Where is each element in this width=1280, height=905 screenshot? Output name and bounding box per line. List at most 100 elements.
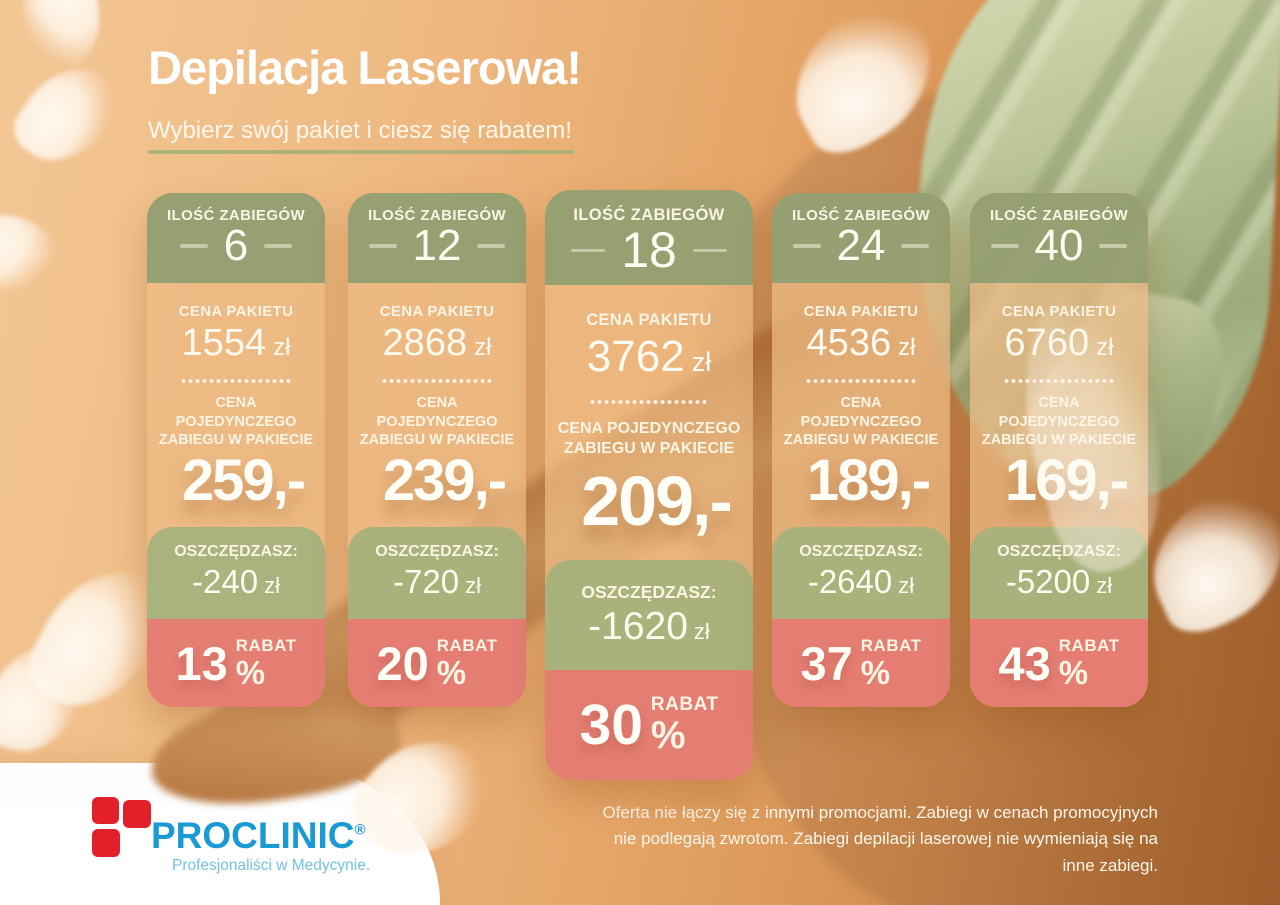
savings-label: OSZCZĘDZASZ: [375,543,499,560]
dash-decoration [1099,244,1128,248]
logo-red-square [123,800,151,828]
savings-section: OSZCZĘDZASZ: -240 zł [147,527,325,619]
discount-unit: RABAT % [651,695,719,755]
unit-price-number: 209 [581,462,694,541]
treatments-count-row: 18 [545,223,753,278]
dash-decoration [264,244,293,248]
dash-decoration [571,248,606,253]
poster-subtitle: Wybierz swój pakiet i ciesz się rabatem! [148,117,572,144]
savings-section: OSZCZĘDZASZ: -1620 zł [545,560,753,670]
percent-sign: % [1058,654,1089,691]
unit-price-suffix: ,- [473,448,507,514]
currency-label: zł [273,334,291,361]
treatments-count-label: ILOŚĆ ZABIEGÓW [367,207,507,224]
treatments-count-label: ILOŚĆ ZABIEGÓW [791,207,931,224]
package-price-number: 4536 [806,322,892,364]
package-price-number: 2868 [382,322,468,364]
discount-section: 30 RABAT % [545,670,753,780]
discount-label: RABAT [1058,636,1120,655]
currency-label: zł [691,347,712,377]
treatments-count-value: 12 [412,221,462,270]
savings-value: -2640 zł [772,563,950,601]
package-price-label: CENA PAKIETU [379,303,495,320]
savings-number: -240 [192,563,259,600]
discount-label: RABAT [436,636,498,655]
package-price-number: 1554 [181,322,267,364]
discount-section: 20 RABAT % [348,619,526,707]
dotted-divider [381,377,493,384]
currency-label: zł [474,334,492,361]
dash-decoration [792,244,821,248]
registered-mark: ® [354,821,366,839]
discount-section: 37 RABAT % [772,619,950,707]
percent-sign: % [860,654,891,691]
discount-label: RABAT [235,636,297,655]
package-price-number: 3762 [586,332,685,381]
treatments-count-value: 18 [621,222,677,278]
package-price-label: CENA PAKIETU [178,303,294,320]
savings-label: OSZCZĘDZASZ: [174,543,298,560]
treatments-count-label: ILOŚĆ ZABIEGÓW [989,207,1129,224]
savings-value: -240 zł [147,563,325,601]
currency-label: zł [693,619,710,644]
brand-text: PROCLINIC [151,815,355,856]
savings-label: OSZCZĘDZASZ: [581,582,717,602]
treatments-count-row: 6 [147,221,325,270]
treatments-count-row: 12 [348,221,526,270]
unit-price-label: CENA POJEDYNCZEGO ZABIEGU W PAKIECIE [359,394,515,449]
treatments-count-label: ILOŚĆ ZABIEGÓW [166,207,306,224]
currency-label: zł [465,573,481,598]
unit-price-number: 259 [181,448,275,514]
subtitle-underline [148,150,574,154]
dash-decoration [179,244,208,248]
savings-number: -5200 [1005,563,1091,600]
package-price-value: 2868 zł [348,322,526,366]
poster-title: Depilacja Laserowa! [148,41,582,94]
offer-disclaimer: Oferta nie łączy się z innymi promocjami… [578,800,1158,879]
package-card-header: ILOŚĆ ZABIEGÓW 18 [545,190,753,285]
treatments-count-value: 24 [836,221,886,270]
package-card-header: ILOŚĆ ZABIEGÓW 24 [772,193,950,283]
unit-price-value: 259,- [147,452,325,510]
disclaimer-line: nie podlegają zwrotom. Zabiegi depilacji… [613,829,1158,875]
unit-price-value: 209,- [545,466,753,536]
savings-label: OSZCZĘDZASZ: [799,543,923,560]
package-price-value: 4536 zł [772,322,950,366]
discount-section: 13 RABAT % [147,619,325,707]
dash-decoration [692,248,727,253]
treatments-count-row: 24 [772,221,950,270]
savings-value: -1620 zł [545,605,753,649]
discount-value: 20 [376,636,429,690]
logo-red-square [92,829,120,857]
unit-price-label: CENA POJEDYNCZEGO ZABIEGU W PAKIECIE [783,394,939,449]
discount-value: 43 [998,636,1051,690]
proclinic-logo: PROCLINIC® Profesjonaliści w Medycynie. [90,795,390,880]
dotted-divider [180,377,292,384]
discount-value: 37 [800,636,853,690]
package-card-header: ILOŚĆ ZABIEGÓW 12 [348,193,526,283]
savings-value: -5200 zł [970,563,1148,601]
package-card: ILOŚĆ ZABIEGÓW 6 CENA PAKIETU 1554 zł CEN… [147,193,325,707]
savings-number: -720 [393,563,460,600]
treatments-count-value: 40 [1034,221,1084,270]
unit-price-label: CENA POJEDYNCZEGO ZABIEGU W PAKIECIE [158,394,314,449]
brand-name: PROCLINIC® [151,815,366,857]
unit-price-number: 189 [806,448,900,514]
discount-unit: RABAT % [437,637,498,689]
savings-box: OSZCZĘDZASZ: -720 zł 20 RABAT % [348,527,526,707]
savings-number: -1620 [588,605,688,648]
discount-label: RABAT [860,636,922,655]
percent-sign: % [235,654,266,691]
dash-decoration [368,244,397,248]
savings-section: OSZCZĘDZASZ: -720 zł [348,527,526,619]
unit-price-label: CENA POJEDYNCZEGO ZABIEGU W PAKIECIE [557,419,741,458]
currency-label: zł [264,573,280,598]
savings-section: OSZCZĘDZASZ: -2640 zł [772,527,950,619]
treatments-count-row: 40 [970,221,1148,270]
dotted-divider [805,377,917,384]
unit-price-suffix: ,- [897,448,931,514]
unit-price-value: 239,- [348,452,526,510]
savings-box: OSZCZĘDZASZ: -240 zł 13 RABAT % [147,527,325,707]
package-price-label: CENA PAKIETU [586,311,712,329]
